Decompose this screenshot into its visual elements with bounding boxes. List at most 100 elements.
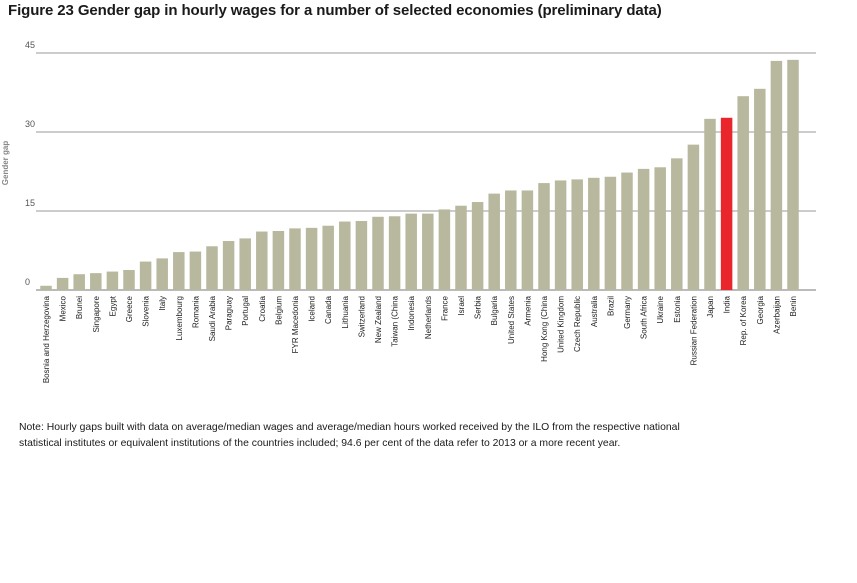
x-tick-label: Japan: [706, 296, 715, 318]
x-tick-label: Netherlands: [424, 296, 433, 339]
x-tick-label: Hong Kong (China: [540, 295, 549, 361]
bar-chart: 0 15 30 45 Bosnia and Herzegovina Mexico Brun…: [1, 40, 816, 383]
bar: [189, 251, 202, 290]
bar: [106, 271, 119, 290]
x-tick-label: Israel: [457, 296, 466, 316]
x-tick-label: Italy: [158, 296, 167, 311]
x-tick-label: United Kingdom: [557, 296, 566, 353]
bar: [156, 258, 168, 290]
x-tick-label: Belgium: [274, 296, 283, 325]
x-tick-label: Australia: [590, 295, 599, 327]
x-tick-label: New Zealand: [374, 296, 383, 343]
bar: [471, 202, 484, 290]
x-tick-label: Paraguay: [225, 296, 234, 330]
bar: [422, 213, 434, 290]
bar: [588, 177, 600, 290]
bar: [770, 60, 783, 291]
x-tick-label: Canada: [324, 295, 333, 324]
bar: [289, 228, 301, 290]
bar: [256, 231, 268, 290]
chart-title: Figure 23 Gender gap in hourly wages for…: [8, 2, 662, 19]
y-axis-label: Gender gap: [1, 141, 10, 186]
bar: [438, 209, 451, 290]
bar: [704, 118, 716, 290]
x-tick-label: Brazil: [606, 296, 615, 316]
bar: [56, 277, 69, 290]
bar: [505, 190, 517, 290]
x-tick-label: Brunei: [75, 296, 84, 319]
x-tick-label: Croatia: [258, 295, 267, 321]
bar: [73, 274, 85, 290]
bar: [322, 225, 334, 290]
bar: [139, 261, 152, 290]
x-tick-label: Singapore: [92, 295, 101, 332]
bar: [405, 213, 417, 290]
x-tick-label: Azerbaijan: [772, 296, 781, 334]
bar: [222, 241, 235, 290]
x-tick-label: Czech Republic: [573, 296, 582, 352]
bar: [671, 158, 683, 290]
chart-note: Note: Hourly gaps built with data on ave…: [19, 422, 680, 449]
bar: [206, 246, 218, 290]
bar: [621, 172, 633, 290]
x-tick-label: Iceland: [308, 296, 317, 322]
y-tick-label: 0: [25, 277, 30, 287]
x-tick-label: Egypt: [108, 295, 117, 316]
x-tick-label: Luxembourg: [175, 296, 184, 340]
bar: [687, 144, 700, 290]
bar: [388, 216, 401, 290]
x-axis-ticks: Bosnia and Herzegovina Mexico Brunei Singap…: [42, 295, 798, 383]
y-tick-label: 45: [25, 40, 35, 50]
bar: [305, 227, 318, 290]
bar: [40, 285, 52, 290]
x-tick-label: Mexico: [59, 295, 68, 321]
bar: [604, 176, 617, 290]
x-tick-label: Estonia: [673, 295, 682, 322]
bar: [521, 190, 534, 290]
x-tick-label: Taiwan (China: [391, 295, 400, 346]
bar: [173, 252, 185, 290]
x-tick-label: Georgia: [756, 295, 765, 324]
bar: [637, 168, 650, 290]
bars: [40, 59, 799, 291]
bar: [538, 183, 550, 290]
y-axis-ticks: 0 15 30 45: [25, 40, 35, 287]
x-tick-label: Benin: [789, 296, 798, 316]
bar: [372, 216, 384, 290]
bar: [787, 59, 799, 291]
x-tick-label: Bulgaria: [490, 295, 499, 325]
x-tick-label: Russian Federation: [689, 296, 698, 365]
x-tick-label: Switzerland: [357, 296, 366, 337]
bar: [272, 231, 285, 290]
x-tick-label: Indonesia: [407, 295, 416, 330]
x-tick-label: Ukraine: [656, 295, 665, 323]
bar: [123, 269, 135, 290]
x-tick-label: Germany: [623, 296, 632, 329]
x-tick-label: FYR Macedonia: [291, 295, 300, 353]
bar: [239, 238, 251, 290]
x-tick-label: India: [723, 295, 732, 313]
bar: [455, 205, 467, 290]
x-tick-label: Slovenia: [142, 295, 151, 326]
x-tick-label: Bosnia and Herzegovina: [42, 295, 51, 383]
bar: [90, 273, 102, 290]
x-tick-label: Saudi Arabia: [208, 295, 217, 341]
x-tick-label: South Africa: [640, 295, 649, 339]
bar: [571, 179, 583, 290]
x-tick-label: Serbia: [474, 295, 483, 319]
bar: [355, 221, 368, 290]
x-tick-label: United States: [507, 296, 516, 344]
bar: [488, 193, 500, 290]
x-tick-label: France: [440, 295, 449, 320]
y-tick-label: 30: [25, 119, 35, 129]
x-tick-label: Rep. of Korea: [739, 295, 748, 345]
bar: [737, 96, 749, 290]
x-tick-label: Greece: [125, 295, 134, 322]
bar: [654, 167, 666, 290]
x-tick-label: Portugal: [241, 296, 250, 326]
x-tick-label: Armenia: [523, 295, 532, 325]
x-tick-label: Lithuania: [341, 295, 350, 328]
bar: [720, 117, 733, 290]
y-tick-label: 15: [25, 198, 35, 208]
bar: [754, 88, 766, 291]
